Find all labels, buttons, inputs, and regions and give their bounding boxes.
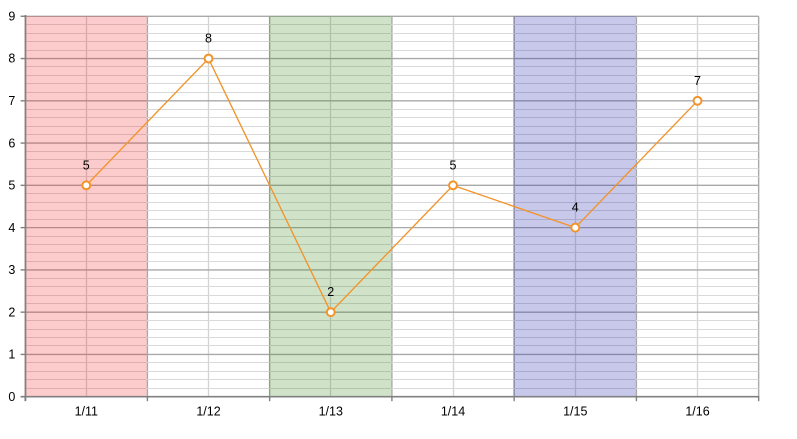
svg-text:1: 1 bbox=[8, 348, 15, 362]
svg-text:1/12: 1/12 bbox=[196, 405, 220, 419]
svg-text:2: 2 bbox=[8, 305, 15, 319]
svg-text:7: 7 bbox=[8, 94, 15, 108]
svg-text:5: 5 bbox=[83, 158, 90, 172]
svg-text:3: 3 bbox=[8, 263, 15, 277]
svg-text:1/15: 1/15 bbox=[563, 405, 587, 419]
svg-text:5: 5 bbox=[450, 158, 457, 172]
svg-text:5: 5 bbox=[8, 179, 15, 193]
svg-text:4: 4 bbox=[8, 221, 15, 235]
svg-text:4: 4 bbox=[572, 201, 579, 215]
svg-text:1/11: 1/11 bbox=[75, 405, 98, 419]
svg-text:8: 8 bbox=[205, 32, 212, 46]
svg-text:8: 8 bbox=[8, 52, 15, 66]
svg-text:6: 6 bbox=[8, 136, 15, 150]
svg-text:1/14: 1/14 bbox=[441, 405, 465, 419]
svg-text:7: 7 bbox=[694, 74, 701, 88]
svg-text:1/16: 1/16 bbox=[685, 405, 709, 419]
svg-text:9: 9 bbox=[8, 9, 15, 23]
svg-text:0: 0 bbox=[8, 390, 15, 404]
svg-text:1/13: 1/13 bbox=[319, 405, 343, 419]
svg-text:2: 2 bbox=[327, 285, 334, 299]
